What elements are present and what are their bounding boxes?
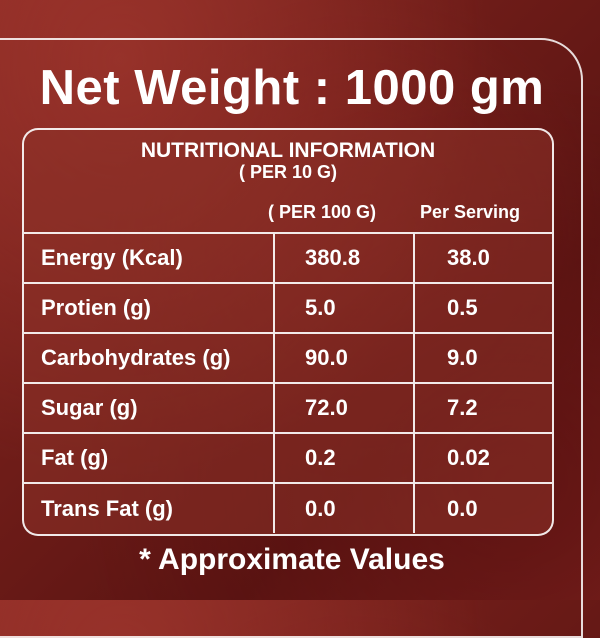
- table-row: Trans Fat (g) 0.0 0.0: [24, 482, 552, 533]
- approximate-values-note: * Approximate Values: [139, 543, 445, 576]
- table-row: Fat (g) 0.2 0.02: [24, 432, 552, 483]
- nutrient-name: Carbohydrates (g): [24, 332, 274, 383]
- table-row: Protien (g) 5.0 0.5: [24, 282, 552, 333]
- nutrition-heading: NUTRITIONAL INFORMATION: [140, 139, 436, 162]
- nutrient-name: Trans Fat (g): [24, 482, 274, 533]
- table-row: Sugar (g) 72.0 7.2: [24, 382, 552, 433]
- value-per-100g: 0.0: [273, 482, 414, 533]
- net-weight-title: Net Weight : 1000 gm: [39, 61, 545, 115]
- table-row: Energy (Kcal) 380.8 38.0: [24, 232, 552, 283]
- column-header-per-100g: ( PER 100 G): [268, 202, 377, 222]
- nutrition-table: Energy (Kcal) 380.8 38.0 Protien (g) 5.0…: [24, 232, 552, 533]
- value-per-100g: 72.0: [273, 382, 414, 433]
- nutrient-name: Fat (g): [24, 432, 274, 483]
- nutrient-name: Energy (Kcal): [24, 232, 274, 283]
- value-per-serving: 0.02: [413, 432, 552, 483]
- value-per-100g: 90.0: [273, 332, 414, 383]
- nutrition-subheading: ( PER 10 G): [238, 162, 338, 182]
- nutrient-name: Sugar (g): [24, 382, 274, 433]
- value-per-100g: 380.8: [273, 232, 414, 283]
- nutrient-name: Protien (g): [24, 282, 274, 333]
- nutrition-panel: NUTRITIONAL INFORMATION ( PER 10 G) ( PE…: [22, 128, 554, 536]
- value-per-serving: 38.0: [413, 232, 552, 283]
- table-row: Carbohydrates (g) 90.0 9.0: [24, 332, 552, 383]
- value-per-serving: 0.5: [413, 282, 552, 333]
- column-header-per-serving: Per Serving: [420, 202, 521, 222]
- value-per-serving: 9.0: [413, 332, 552, 383]
- value-per-serving: 0.0: [413, 482, 552, 533]
- value-per-100g: 0.2: [273, 432, 414, 483]
- value-per-serving: 7.2: [413, 382, 552, 433]
- value-per-100g: 5.0: [273, 282, 414, 333]
